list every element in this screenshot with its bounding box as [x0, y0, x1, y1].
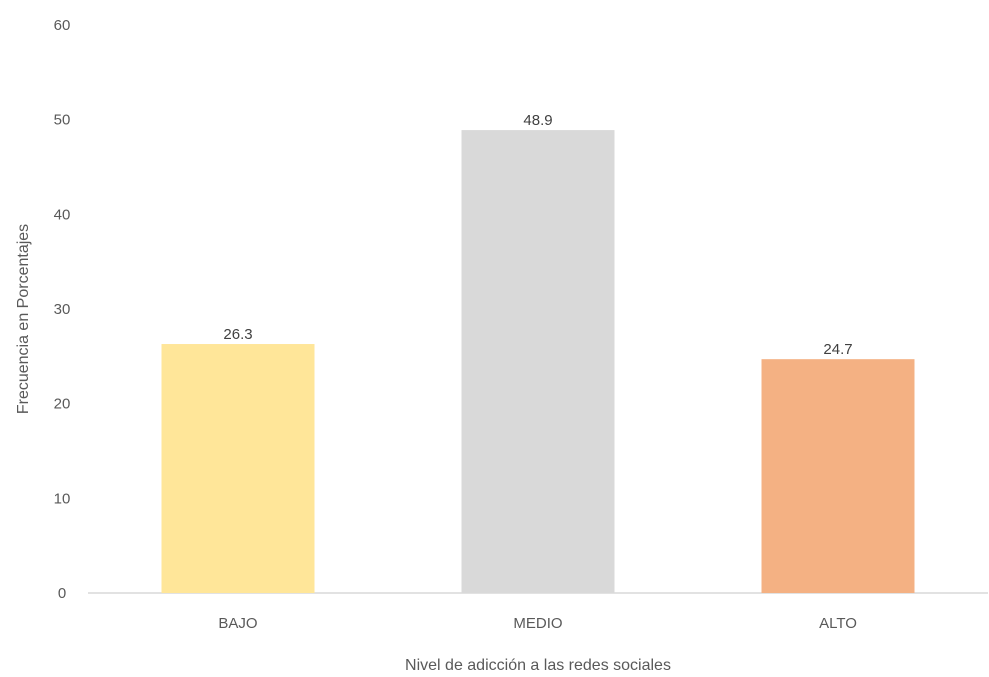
y-tick-label: 0 [58, 585, 66, 602]
category-labels: BAJO MEDIO ALTO [218, 615, 856, 632]
bars [161, 130, 915, 593]
category-label: ALTO [819, 615, 857, 632]
y-tick-label: 30 [54, 301, 71, 318]
data-label: 24.7 [823, 341, 852, 358]
bar-bajo [161, 344, 315, 593]
category-label: BAJO [218, 615, 257, 632]
y-tick-label: 20 [54, 396, 71, 413]
y-tick-label: 60 [54, 17, 71, 34]
data-label: 48.9 [523, 112, 552, 129]
y-axis-ticks: 0 10 20 30 40 50 60 [54, 17, 71, 602]
data-labels: 26.3 48.9 24.7 [223, 112, 852, 358]
y-axis-title: Frecuencia en Porcentajes [15, 224, 32, 414]
bar-medio [461, 130, 615, 593]
y-tick-label: 40 [54, 206, 71, 223]
y-tick-label: 10 [54, 490, 71, 507]
category-label: MEDIO [513, 615, 562, 632]
bar-alto [761, 359, 915, 593]
data-label: 26.3 [223, 326, 252, 343]
x-axis-title: Nivel de adicción a las redes sociales [405, 657, 671, 674]
y-tick-label: 50 [54, 112, 71, 129]
